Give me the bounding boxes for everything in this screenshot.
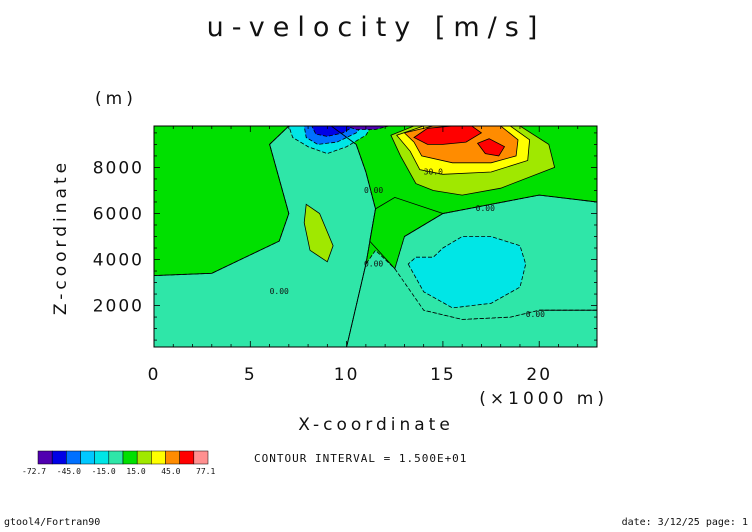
colorbar-label: -45.0 (57, 467, 81, 476)
x-tick-label: 20 (526, 365, 552, 385)
contour-region-5 (407, 236, 527, 309)
x-tick-label: 15 (430, 365, 456, 385)
contour-lines (154, 126, 597, 347)
contour-label-3: 0.00 (476, 204, 495, 213)
colorbar-label: 45.0 (161, 467, 180, 476)
contour-line-3 (404, 194, 597, 237)
contour-interval-note: CONTOUR INTERVAL = 1.500E+01 (254, 452, 467, 465)
colorbar-swatch (165, 450, 180, 465)
contour-label-2: 0.00 (364, 186, 383, 195)
contour-label-5: 30.0 (424, 167, 443, 176)
footer-right: date: 3/12/25 page: 1 (622, 517, 748, 528)
contour-label-0: 0.00 (270, 287, 289, 296)
x-axis-label: X-coordinate (298, 415, 454, 435)
colorbar-swatch (136, 450, 152, 465)
colorbar-swatch (108, 450, 124, 465)
contour-region-13 (311, 126, 356, 137)
colorbar-swatch (151, 450, 166, 465)
x-tick-label: 5 (244, 365, 257, 385)
colorbar-swatch (122, 450, 138, 465)
contour-labels: 0.00 0.00 0.00 0.00 0.00 30.0 (270, 167, 546, 319)
colorbar-label: 77.1 (196, 467, 215, 476)
colorbar-swatch (80, 450, 95, 465)
contour-region-4 (303, 203, 334, 263)
contour-region-10 (476, 138, 506, 157)
colorbar-label: 15.0 (126, 467, 145, 476)
colorbar-labels: -72.7 -45.0 -15.0 15.0 45.0 77.1 (22, 467, 215, 476)
x-tick-label: 0 (148, 365, 161, 385)
colorbar-swatch (51, 450, 67, 465)
x-tick-labels: 0 5 10 15 20 (148, 365, 552, 385)
y-axis-unit: (m) (95, 89, 137, 109)
contour-label-4: 0.00 (526, 310, 545, 319)
contour-line-1 (330, 126, 376, 347)
y-tick-label: 8000 (93, 158, 144, 178)
y-tick-labels: 2000 4000 6000 8000 (93, 158, 144, 317)
x-tick-label: 10 (334, 365, 360, 385)
y-tick-label: 4000 (93, 251, 144, 271)
contour-region-1 (346, 249, 597, 347)
footer-left: gtool4/Fortran90 (4, 517, 100, 528)
filled-contour-regions (154, 126, 597, 347)
colorbar-swatch (179, 450, 195, 465)
axis-ticks (153, 126, 598, 347)
contour-region-9 (413, 126, 483, 145)
colorbar-label: -72.7 (22, 467, 46, 476)
colorbar-label: -15.0 (92, 467, 116, 476)
x-axis-unit: (×1000 m) (479, 389, 608, 409)
plot-area: 0.00 0.00 0.00 0.00 0.00 30.0 (154, 126, 597, 347)
y-tick-label: 2000 (93, 297, 144, 317)
colorbar (37, 450, 209, 465)
y-tick-label: 6000 (93, 204, 144, 224)
colorbar-swatch (94, 450, 110, 465)
colorbar-swatch (193, 450, 209, 465)
chart-title: u-velocity [m/s] (207, 12, 546, 43)
colorbar-swatch (66, 450, 81, 465)
contour-region-14 (346, 126, 390, 130)
colorbar-swatch (37, 450, 53, 465)
contour-line-0 (154, 126, 290, 277)
y-axis-label: Z-coordinate (51, 159, 71, 315)
contour-label-1: 0.00 (364, 259, 383, 268)
